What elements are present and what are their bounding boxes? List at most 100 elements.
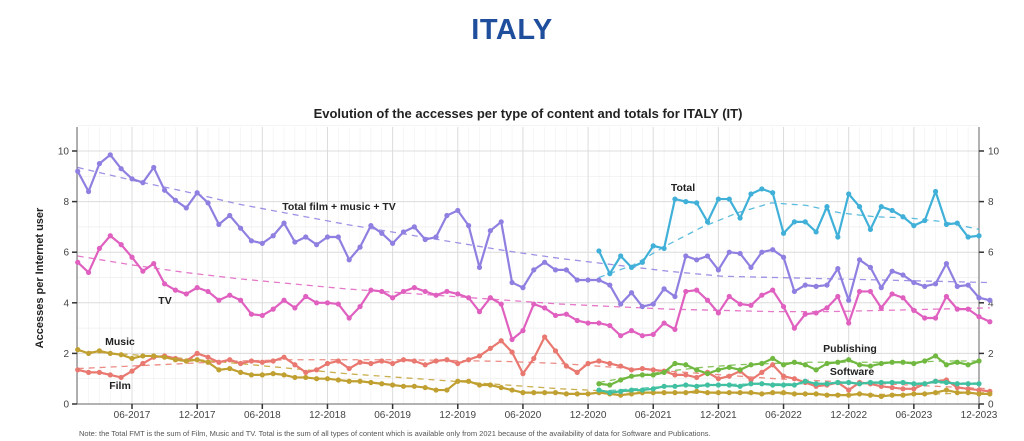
data-point [596, 387, 602, 393]
data-point [672, 383, 678, 389]
data-point [390, 240, 396, 246]
data-point [824, 282, 830, 288]
data-point [216, 221, 222, 227]
x-tick-label: 12-2023 [961, 410, 998, 421]
data-point [303, 369, 309, 375]
data-point [867, 363, 874, 369]
data-point [227, 365, 233, 372]
data-point [172, 197, 179, 203]
x-tick-label: 12-2020 [570, 410, 607, 421]
data-point [694, 383, 700, 389]
data-point [856, 391, 863, 397]
x-tick-label: 12-2017 [179, 410, 216, 421]
data-point [715, 310, 721, 316]
data-point [85, 350, 92, 356]
data-point [227, 357, 233, 363]
data-point [596, 381, 602, 387]
y-tick-label-left: 8 [63, 197, 69, 208]
data-point [878, 379, 884, 386]
series-label: Film [109, 380, 131, 392]
data-point [704, 253, 711, 259]
data-point [205, 354, 211, 360]
data-point [205, 200, 211, 206]
data-point [726, 382, 732, 388]
data-point [227, 292, 233, 298]
data-point [867, 392, 874, 398]
data-point [314, 242, 320, 248]
data-point [248, 358, 255, 364]
data-point [400, 357, 407, 363]
series-label: Total film + music + TV [282, 201, 396, 213]
data-point [900, 379, 906, 386]
data-point [607, 271, 613, 277]
data-point [965, 381, 971, 387]
data-point [346, 315, 352, 321]
data-point [770, 362, 776, 368]
data-point [324, 300, 331, 306]
data-point [639, 365, 645, 372]
data-point [661, 390, 667, 396]
data-point [846, 191, 852, 197]
data-point [943, 387, 950, 393]
y-tick-label-right: 8 [988, 197, 994, 208]
data-point [911, 223, 917, 229]
data-point [987, 319, 993, 325]
data-point [552, 267, 559, 273]
data-point [585, 391, 591, 397]
data-point [498, 219, 504, 225]
data-point [118, 374, 124, 381]
data-point [237, 360, 244, 367]
data-point [954, 220, 960, 226]
data-point [194, 357, 200, 363]
data-point [835, 234, 841, 240]
data-point [650, 301, 656, 307]
x-tick-label: 06-2023 [895, 410, 932, 421]
data-point [900, 359, 906, 365]
data-point [314, 376, 320, 382]
data-point [726, 293, 732, 300]
data-point [639, 333, 645, 339]
data-point [856, 204, 863, 210]
data-point [976, 387, 982, 393]
data-point [770, 390, 776, 396]
data-point [943, 379, 950, 386]
data-point [270, 371, 276, 377]
data-point [607, 390, 613, 396]
data-point [107, 350, 113, 356]
data-point [75, 367, 81, 373]
data-point [748, 390, 754, 396]
data-point [900, 295, 906, 301]
data-point [140, 268, 146, 274]
data-point [672, 326, 678, 332]
data-point [281, 297, 287, 303]
data-point [259, 240, 265, 246]
data-point [889, 359, 895, 365]
data-point [759, 381, 765, 387]
data-point [161, 187, 168, 193]
data-point [270, 358, 276, 364]
data-point [531, 267, 537, 273]
data-point [737, 215, 743, 221]
data-point [248, 238, 255, 244]
data-point [715, 390, 721, 396]
data-point [476, 264, 483, 270]
data-point [487, 345, 493, 351]
data-point [303, 374, 309, 381]
data-point [846, 392, 852, 398]
data-point [194, 350, 200, 356]
data-point [704, 390, 711, 396]
data-point [455, 291, 461, 297]
data-point [216, 359, 222, 365]
y-tick-label-right: 0 [988, 400, 994, 411]
data-point [498, 338, 504, 344]
data-point [509, 336, 515, 343]
data-point [835, 293, 841, 300]
data-point [878, 383, 884, 389]
data-point [943, 260, 950, 267]
data-point [791, 325, 797, 331]
data-point [704, 219, 711, 225]
data-point [335, 358, 341, 364]
data-point [737, 390, 743, 396]
data-point [889, 268, 895, 274]
